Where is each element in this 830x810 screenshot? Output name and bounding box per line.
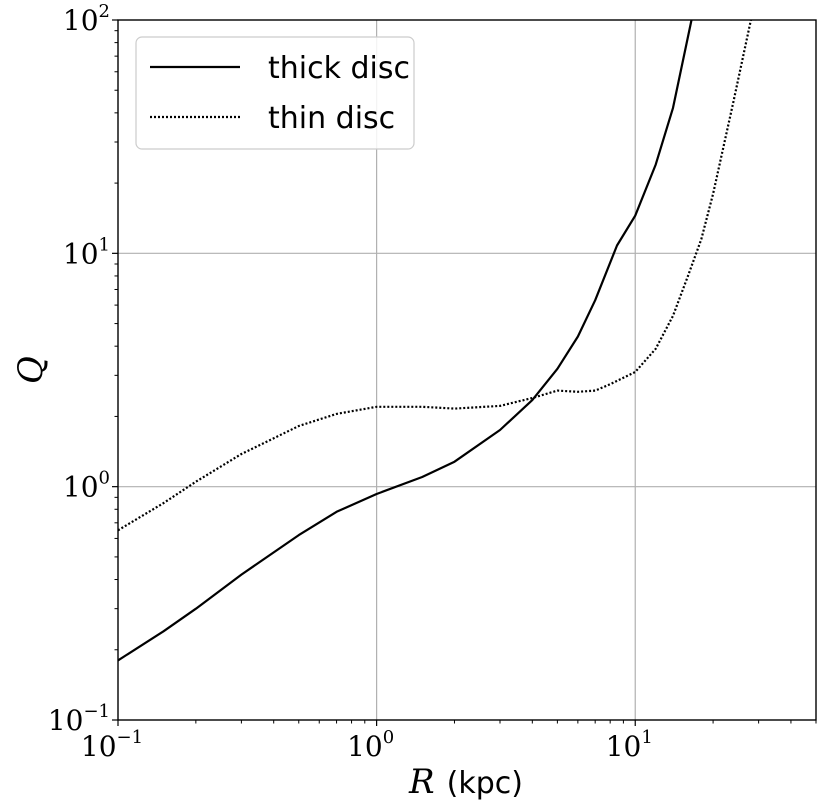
x-tick-label: 100	[347, 727, 394, 763]
y-tick-base: 10	[63, 471, 99, 504]
y-tick-exponent: 0	[99, 468, 110, 489]
legend-box	[135, 36, 415, 150]
x-tick-base: 10	[81, 730, 117, 763]
series-line-thin-disc	[117, 19, 752, 532]
grid	[118, 20, 816, 720]
legend: thick disc thin disc	[135, 36, 415, 150]
x-tick-label: 10−1	[81, 727, 143, 763]
y-tick-label: 102	[63, 1, 110, 37]
x-tick-exponent: −1	[117, 727, 144, 748]
x-tick-base: 10	[347, 730, 383, 763]
y-axis-label: Q	[11, 356, 51, 384]
series-line-thick-disc	[117, 19, 693, 662]
y-tick-exponent: 2	[99, 1, 110, 22]
x-axis-unit: (kpc)	[447, 766, 523, 801]
x-tick-exponent: 0	[383, 727, 394, 748]
y-tick-exponent: 1	[99, 234, 110, 255]
y-tick-base: 10	[48, 704, 84, 737]
y-tick-label: 100	[63, 468, 110, 504]
y-tick-exponent: −1	[83, 701, 110, 722]
y-tick-label: 101	[63, 234, 110, 270]
y-tick-base: 10	[63, 4, 99, 37]
series-layer	[117, 19, 752, 662]
x-tick-base: 10	[606, 730, 642, 763]
y-tick-base: 10	[63, 237, 99, 270]
y-tick-label: 10−1	[48, 701, 110, 737]
plot-frame	[117, 19, 817, 721]
x-tick-exponent: 1	[641, 727, 652, 748]
axis-labels: Q R (kpc)	[11, 356, 523, 802]
legend-label-thin-disc: thin disc	[268, 101, 395, 136]
x-tick-label: 101	[606, 727, 653, 763]
legend-label-thick-disc: thick disc	[268, 51, 410, 86]
x-axis-symbol: R	[408, 762, 435, 802]
x-axis-label: R (kpc)	[408, 762, 523, 802]
